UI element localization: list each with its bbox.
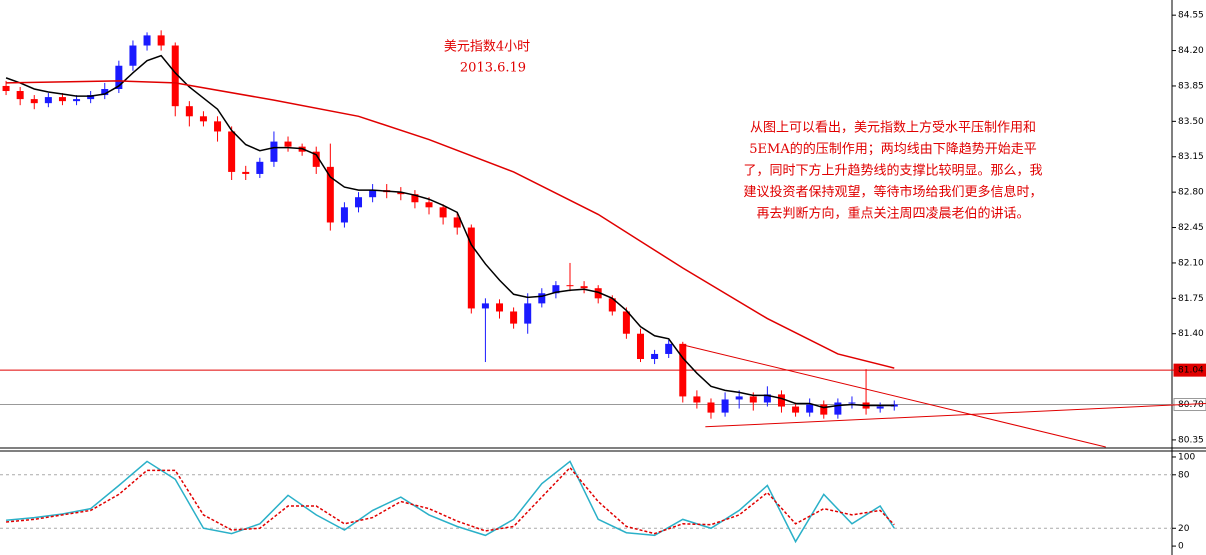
candle-body — [157, 35, 165, 46]
y-tick-label: 83.50 — [1178, 117, 1204, 127]
candle-body — [496, 303, 504, 312]
y-tick-label: 80 — [1178, 470, 1190, 480]
candle-body — [651, 353, 659, 360]
candle-body — [397, 192, 405, 195]
y-tick-label: 100 — [1178, 452, 1195, 462]
candle-body — [806, 404, 814, 413]
candle-body — [749, 396, 757, 403]
level-label: 81.04 — [1178, 366, 1204, 376]
candle-body — [16, 91, 24, 100]
trend-line — [682, 344, 1106, 448]
y-tick-label: 20 — [1178, 524, 1190, 534]
candle-body — [214, 121, 222, 132]
candle-body — [735, 396, 743, 400]
candle-body — [44, 97, 52, 104]
candle-body — [707, 402, 715, 413]
y-tick-label: 0 — [1178, 542, 1184, 552]
candle-body — [171, 45, 179, 107]
candle-body — [679, 343, 687, 397]
candle-body — [326, 166, 334, 223]
candle-body — [467, 227, 475, 309]
candle-body — [566, 285, 574, 287]
candle-body — [228, 131, 236, 172]
candle-body — [820, 404, 828, 415]
y-tick-label: 84.20 — [1178, 46, 1204, 56]
candle-body — [129, 45, 137, 66]
candle-body — [58, 97, 66, 102]
candle-body — [355, 197, 363, 208]
y-tick-label: 81.40 — [1178, 329, 1204, 339]
trend-line — [705, 403, 1206, 428]
candle-body — [425, 202, 433, 208]
annotation: 从图上可以看出，美元指数上方受水平压制作用和 — [750, 120, 1036, 136]
candle-body — [270, 141, 278, 162]
candle-body — [242, 171, 250, 174]
annotation: 5EMA的的压制作用；两均线由下降趋势开始走平 — [749, 141, 1036, 157]
candle-body — [665, 343, 673, 354]
candle-body — [101, 88, 109, 96]
series-line — [5, 460, 895, 544]
candle-body — [2, 85, 10, 92]
candle-body — [87, 95, 95, 100]
chart-subtitle: 2013.6.19 — [460, 61, 526, 76]
candle-body — [594, 288, 602, 299]
level-label: 80.70 — [1178, 400, 1204, 410]
y-tick-label: 82.45 — [1178, 223, 1204, 233]
candle-body — [312, 151, 320, 167]
candle-body — [721, 399, 729, 413]
candle-body — [115, 65, 123, 89]
y-tick-label: 81.75 — [1178, 294, 1204, 304]
candle-body — [30, 99, 38, 104]
candle-body — [510, 311, 518, 324]
candle-body — [777, 394, 785, 407]
candle-body — [73, 99, 81, 102]
y-tick-label: 83.85 — [1178, 81, 1204, 91]
candle-body — [580, 286, 588, 289]
y-tick-label: 84.55 — [1178, 11, 1204, 21]
candle-body — [369, 190, 377, 198]
candle-body — [848, 402, 856, 404]
series-line — [5, 54, 895, 409]
candle-body — [552, 285, 560, 294]
candle-body — [439, 207, 447, 218]
candle-body — [622, 311, 630, 334]
candle-body — [693, 396, 701, 403]
series-line — [6, 80, 895, 369]
chart-title: 美元指数4小时 — [444, 40, 530, 55]
series-line — [5, 466, 895, 535]
y-tick-label: 83.15 — [1178, 152, 1204, 162]
candle-body — [834, 402, 842, 415]
candle-body — [636, 333, 644, 360]
candle-body — [763, 394, 771, 403]
annotation: 再去判断方向，重点关注周四凌晨老伯的讲话。 — [756, 206, 1029, 222]
candle-body — [876, 406, 884, 409]
candle-body — [256, 161, 264, 174]
level-label-box — [1173, 363, 1206, 377]
annotation: 了，同时下方上升趋势线的支撑比较明显。那么，我 — [743, 163, 1042, 179]
candle-body — [185, 106, 193, 117]
y-tick-label: 82.80 — [1178, 188, 1204, 198]
candle-body — [199, 116, 207, 122]
candle-body — [411, 194, 419, 203]
candle-body — [143, 35, 151, 46]
y-tick-label: 80.35 — [1178, 435, 1204, 445]
candle-body — [538, 293, 546, 304]
candle-body — [608, 298, 616, 312]
y-tick-label: 82.10 — [1178, 258, 1204, 268]
annotation: 建议投资者保持观望，等待市场给我们更多信息时， — [743, 184, 1042, 200]
candle-body — [481, 303, 489, 309]
candle-body — [453, 217, 461, 228]
candle-body — [792, 406, 800, 413]
candle-body — [524, 303, 532, 324]
candle-body — [340, 207, 348, 223]
candle-body — [284, 141, 292, 147]
